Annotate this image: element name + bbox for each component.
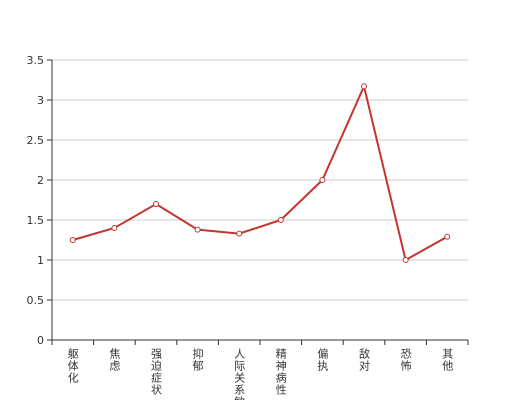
point	[444, 233, 451, 240]
x-tick-label: 敌对	[358, 347, 371, 372]
point	[69, 237, 76, 243]
y-tick-label: 0.5	[27, 294, 45, 307]
point	[236, 230, 243, 237]
x-tick-label: 躯体化	[66, 348, 79, 384]
point	[111, 225, 118, 231]
series-line	[72, 83, 448, 262]
x-tick-label: 抑郁	[191, 347, 204, 372]
y-tick-label: 2	[37, 174, 44, 187]
y-tick-label: 3	[37, 94, 44, 107]
point	[402, 257, 409, 263]
point	[361, 83, 367, 90]
point	[194, 226, 201, 233]
x-tick-label: 精神病性	[274, 348, 287, 396]
point	[319, 177, 326, 183]
y-tick-label: 2.5	[27, 134, 45, 147]
x-tick-label: 强迫症状	[150, 348, 163, 396]
y-tick-label: 1	[37, 254, 44, 267]
point	[277, 217, 284, 223]
y-tick-label: 0	[37, 334, 44, 347]
point	[153, 201, 159, 207]
x-tick-label: 其他	[441, 348, 454, 372]
y-tick-label: 3.5	[27, 54, 45, 67]
x-tick-label: 人际关系敏感	[233, 348, 246, 400]
x-tick-label: 焦虑	[108, 348, 121, 372]
x-tick-label: 偏执	[316, 347, 329, 372]
y-tick-label: 1.5	[27, 214, 45, 227]
x-tick-label: 恐怖	[399, 348, 412, 372]
